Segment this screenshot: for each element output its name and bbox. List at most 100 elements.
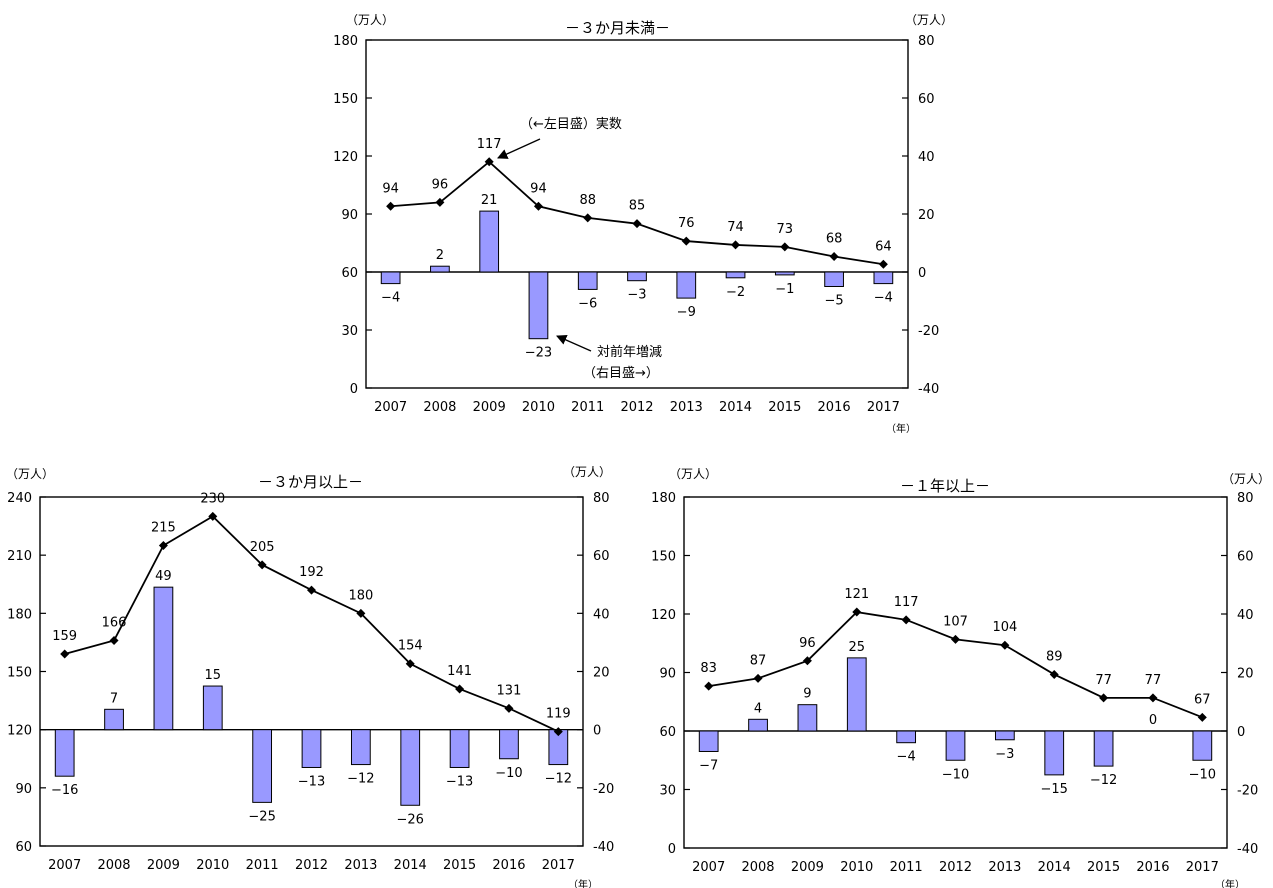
actual-value-label: 74 <box>727 220 744 235</box>
actual-value-label: 107 <box>943 614 968 629</box>
year-tick-label: 2007 <box>48 858 81 873</box>
actual-point-2014 <box>405 659 415 669</box>
actual-value-label: 89 <box>1046 649 1063 664</box>
year-tick-label: 2010 <box>522 400 555 415</box>
year-tick-label: 2015 <box>1087 860 1120 875</box>
actual-value-label: 117 <box>477 137 502 152</box>
actual-value-label: 215 <box>151 520 176 535</box>
actual-value-label: 104 <box>992 620 1017 635</box>
right-tick-label: -20 <box>918 324 939 339</box>
left-tick-label: 30 <box>659 784 676 799</box>
change-bar-2013 <box>350 729 371 766</box>
change-bar-2013 <box>676 271 697 299</box>
chart-title: －１年以上－ <box>900 477 990 495</box>
actual-value-label: 96 <box>799 636 816 651</box>
right-unit-label: （万人） <box>905 13 953 27</box>
bar-value-label: 9 <box>803 687 811 702</box>
year-tick-label: 2008 <box>97 858 130 873</box>
actual-point-2007 <box>704 681 714 691</box>
change-bar-2009 <box>479 210 500 273</box>
left-tick-label: 60 <box>15 840 32 855</box>
change-bar-2010 <box>528 271 549 340</box>
bar-value-label: −6 <box>578 296 597 311</box>
actual-value-label: 121 <box>844 587 869 602</box>
bar-value-label: −3 <box>627 288 646 303</box>
left-tick-label: 120 <box>651 608 676 623</box>
year-tick-label: 2009 <box>147 858 180 873</box>
year-unit-label: （年） <box>568 878 598 888</box>
actual-value-label: 94 <box>382 181 399 196</box>
year-tick-label: 2014 <box>719 400 752 415</box>
right-tick-label: 60 <box>593 549 610 564</box>
left-tick-label: 120 <box>333 150 358 165</box>
left-tick-label: 90 <box>341 208 358 223</box>
change-bar-2010 <box>846 657 867 732</box>
year-tick-label: 2009 <box>791 860 824 875</box>
left-tick-label: 90 <box>659 667 676 682</box>
left-tick-label: 60 <box>659 725 676 740</box>
actual-point-2014 <box>1049 669 1059 679</box>
bar-value-label: 2 <box>436 248 444 263</box>
bar-value-label: −25 <box>248 809 275 824</box>
change-bar-2008 <box>104 708 124 731</box>
actual-value-label: 76 <box>678 216 695 231</box>
year-tick-label: 2007 <box>692 860 725 875</box>
actual-point-2008 <box>109 635 119 645</box>
actual-value-label: 77 <box>1095 673 1112 688</box>
actual-value-label: 141 <box>447 664 472 679</box>
change-bar-2015 <box>1093 730 1114 767</box>
chart-short-term: 0 30 60 90 120 150 180 -40 -20 0 20 40 60 80 −4 2 21 −23 −… <box>333 13 953 435</box>
actual-point-2014 <box>731 240 741 250</box>
right-tick-label: 20 <box>918 208 935 223</box>
change-bar-2015 <box>774 271 795 276</box>
actual-point-2015 <box>1099 693 1109 703</box>
actual-point-2008 <box>753 673 763 683</box>
bar-value-label: −4 <box>897 750 916 765</box>
right-unit-label: （万人） <box>563 465 611 479</box>
actual-value-label: 67 <box>1194 692 1211 707</box>
change-bar-2012 <box>945 730 966 761</box>
bar-value-label: −3 <box>995 747 1014 762</box>
change-bar-2011 <box>577 271 598 290</box>
actual-value-label: 96 <box>432 177 449 192</box>
left-unit-label: （万人） <box>669 467 717 481</box>
bar-value-label: −7 <box>699 758 718 773</box>
bar-value-label: −15 <box>1041 782 1068 797</box>
actual-point-2017 <box>553 727 563 737</box>
actual-point-2009 <box>484 157 494 167</box>
year-tick-label: 2012 <box>939 860 972 875</box>
right-tick-label: -40 <box>1237 842 1258 857</box>
change-bar-2017 <box>1192 730 1213 761</box>
bar-value-label: −12 <box>545 772 572 787</box>
actual-value-label: 166 <box>102 615 127 630</box>
annotation-right-scale: （右目盛→） <box>583 366 659 381</box>
year-tick-label: 2010 <box>196 858 229 873</box>
year-tick-label: 2008 <box>423 400 456 415</box>
change-bar-2014 <box>1044 730 1065 776</box>
actual-point-2010 <box>208 511 218 521</box>
actual-value-label: 87 <box>750 653 767 668</box>
right-tick-label: 80 <box>918 34 935 49</box>
actual-point-2012 <box>307 585 316 595</box>
actual-value-label: 192 <box>299 565 324 580</box>
bar-value-label: 21 <box>481 193 498 208</box>
annotation-arrow-actual <box>497 138 541 159</box>
actual-value-label: 77 <box>1145 673 1162 688</box>
actual-value-label: 64 <box>875 239 892 254</box>
bar-value-label: −13 <box>446 774 473 789</box>
change-bar-2009 <box>153 586 174 731</box>
actual-value-label: 73 <box>777 222 794 237</box>
bar-value-label: −10 <box>1189 767 1216 782</box>
actual-point-2009 <box>158 540 168 550</box>
right-tick-label: 60 <box>1237 550 1254 565</box>
year-tick-label: 2015 <box>443 858 476 873</box>
bar-value-label: −12 <box>1090 773 1117 788</box>
left-tick-label: 180 <box>333 34 358 49</box>
year-tick-label: 2010 <box>840 860 873 875</box>
bar-value-label: 25 <box>848 640 865 655</box>
change-bar-2015 <box>449 729 470 768</box>
annotation-arrow-change <box>556 335 592 352</box>
change-bar-2013 <box>994 730 1015 741</box>
bar-value-label: 4 <box>754 701 762 716</box>
